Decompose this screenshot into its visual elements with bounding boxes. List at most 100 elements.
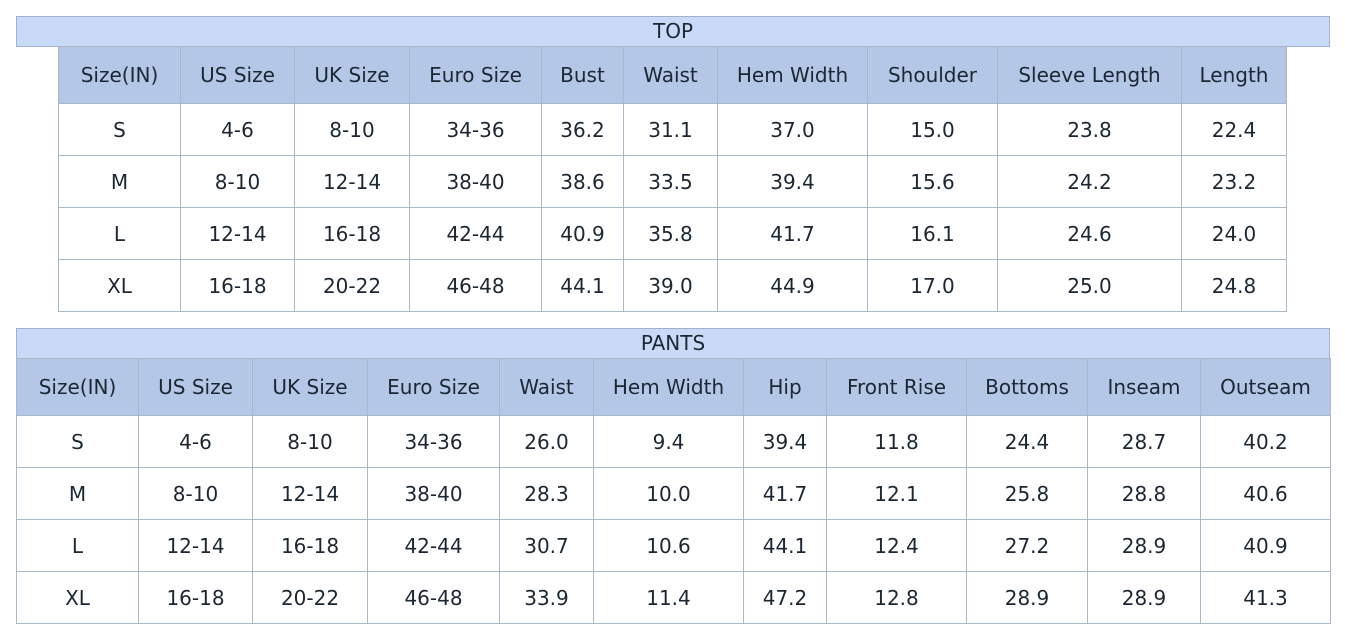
table-cell: 12-14 xyxy=(180,207,295,260)
table-cell: 16-18 xyxy=(180,259,295,312)
table-cell: 44.1 xyxy=(541,259,624,312)
table-cell: 40.9 xyxy=(541,207,624,260)
table-cell: 15.6 xyxy=(867,155,998,208)
table-cell: 20-22 xyxy=(252,571,368,624)
header-cell: Waist xyxy=(499,358,594,416)
table-cell: XL xyxy=(16,571,139,624)
table-cell: 24.8 xyxy=(1181,259,1287,312)
table-cell: 23.2 xyxy=(1181,155,1287,208)
table-cell: 15.0 xyxy=(867,103,998,156)
table-cell: 30.7 xyxy=(499,519,594,572)
table-cell: 9.4 xyxy=(593,415,744,468)
header-cell: Bust xyxy=(541,46,624,104)
table-cell: 23.8 xyxy=(997,103,1182,156)
table-cell: 24.4 xyxy=(966,415,1088,468)
header-cell: US Size xyxy=(138,358,253,416)
header-cell: Hem Width xyxy=(717,46,868,104)
table-cell: 10.0 xyxy=(593,467,744,520)
table-cell: 33.5 xyxy=(623,155,718,208)
table-cell: 12.1 xyxy=(826,467,967,520)
table-cell: M xyxy=(16,467,139,520)
table-cell: 4-6 xyxy=(180,103,295,156)
header-cell: Hem Width xyxy=(593,358,744,416)
header-cell: Sleeve Length xyxy=(997,46,1182,104)
header-cell: Waist xyxy=(623,46,718,104)
table-cell: 41.7 xyxy=(743,467,827,520)
table-cell: 42-44 xyxy=(409,207,542,260)
table-cell: 27.2 xyxy=(966,519,1088,572)
table-cell: 28.9 xyxy=(1087,571,1201,624)
table-cell: 20-22 xyxy=(294,259,410,312)
table-cell: 39.4 xyxy=(717,155,868,208)
table-cell: L xyxy=(58,207,181,260)
table-cell: 24.2 xyxy=(997,155,1182,208)
table-cell: 16-18 xyxy=(294,207,410,260)
header-cell: Front Rise xyxy=(826,358,967,416)
table-cell: 12-14 xyxy=(294,155,410,208)
table-cell: 40.6 xyxy=(1200,467,1331,520)
table-cell: 16.1 xyxy=(867,207,998,260)
table-cell: 8-10 xyxy=(294,103,410,156)
table-cell: 25.0 xyxy=(997,259,1182,312)
table-cell: 47.2 xyxy=(743,571,827,624)
table-cell: 16-18 xyxy=(252,519,368,572)
table-cell: 31.1 xyxy=(623,103,718,156)
table-cell: 8-10 xyxy=(252,415,368,468)
table-cell: 28.3 xyxy=(499,467,594,520)
table-cell: 33.9 xyxy=(499,571,594,624)
table-cell: 38-40 xyxy=(409,155,542,208)
table-cell: 10.6 xyxy=(593,519,744,572)
header-cell: Outseam xyxy=(1200,358,1331,416)
table-cell: 28.8 xyxy=(1087,467,1201,520)
table-cell: 46-48 xyxy=(367,571,500,624)
header-cell: Length xyxy=(1181,46,1287,104)
table-cell: 12-14 xyxy=(138,519,253,572)
table-cell: 34-36 xyxy=(409,103,542,156)
table-cell: 38-40 xyxy=(367,467,500,520)
table-cell: M xyxy=(58,155,181,208)
table-cell: 12-14 xyxy=(252,467,368,520)
header-cell: UK Size xyxy=(252,358,368,416)
header-cell: Bottoms xyxy=(966,358,1088,416)
header-cell: Inseam xyxy=(1087,358,1201,416)
header-cell: Shoulder xyxy=(867,46,998,104)
table-cell: XL xyxy=(58,259,181,312)
table-cell: 35.8 xyxy=(623,207,718,260)
table-cell: 28.9 xyxy=(1087,519,1201,572)
table-cell: S xyxy=(58,103,181,156)
table-cell: 22.4 xyxy=(1181,103,1287,156)
table-cell: 41.7 xyxy=(717,207,868,260)
table-cell: 42-44 xyxy=(367,519,500,572)
table-cell: 24.0 xyxy=(1181,207,1287,260)
table-cell: 12.8 xyxy=(826,571,967,624)
table-cell: 26.0 xyxy=(499,415,594,468)
table-cell: 25.8 xyxy=(966,467,1088,520)
table-cell: 44.9 xyxy=(717,259,868,312)
table-cell: S xyxy=(16,415,139,468)
table-cell: 39.0 xyxy=(623,259,718,312)
table-cell: 36.2 xyxy=(541,103,624,156)
table-cell: 24.6 xyxy=(997,207,1182,260)
header-cell: US Size xyxy=(180,46,295,104)
table-cell: 16-18 xyxy=(138,571,253,624)
table-cell: 40.2 xyxy=(1200,415,1331,468)
table-cell: 44.1 xyxy=(743,519,827,572)
header-cell: Euro Size xyxy=(367,358,500,416)
header-cell: Size(IN) xyxy=(58,46,181,104)
header-cell: Euro Size xyxy=(409,46,542,104)
table-title: PANTS xyxy=(16,328,1330,359)
table-cell: 37.0 xyxy=(717,103,868,156)
table-cell: L xyxy=(16,519,139,572)
table-cell: 11.4 xyxy=(593,571,744,624)
table-cell: 17.0 xyxy=(867,259,998,312)
table-cell: 4-6 xyxy=(138,415,253,468)
table-cell: 28.9 xyxy=(966,571,1088,624)
table-cell: 38.6 xyxy=(541,155,624,208)
table-cell: 41.3 xyxy=(1200,571,1331,624)
table-cell: 12.4 xyxy=(826,519,967,572)
table-title: TOP xyxy=(16,16,1330,47)
table-cell: 8-10 xyxy=(180,155,295,208)
table-cell: 8-10 xyxy=(138,467,253,520)
table-cell: 46-48 xyxy=(409,259,542,312)
